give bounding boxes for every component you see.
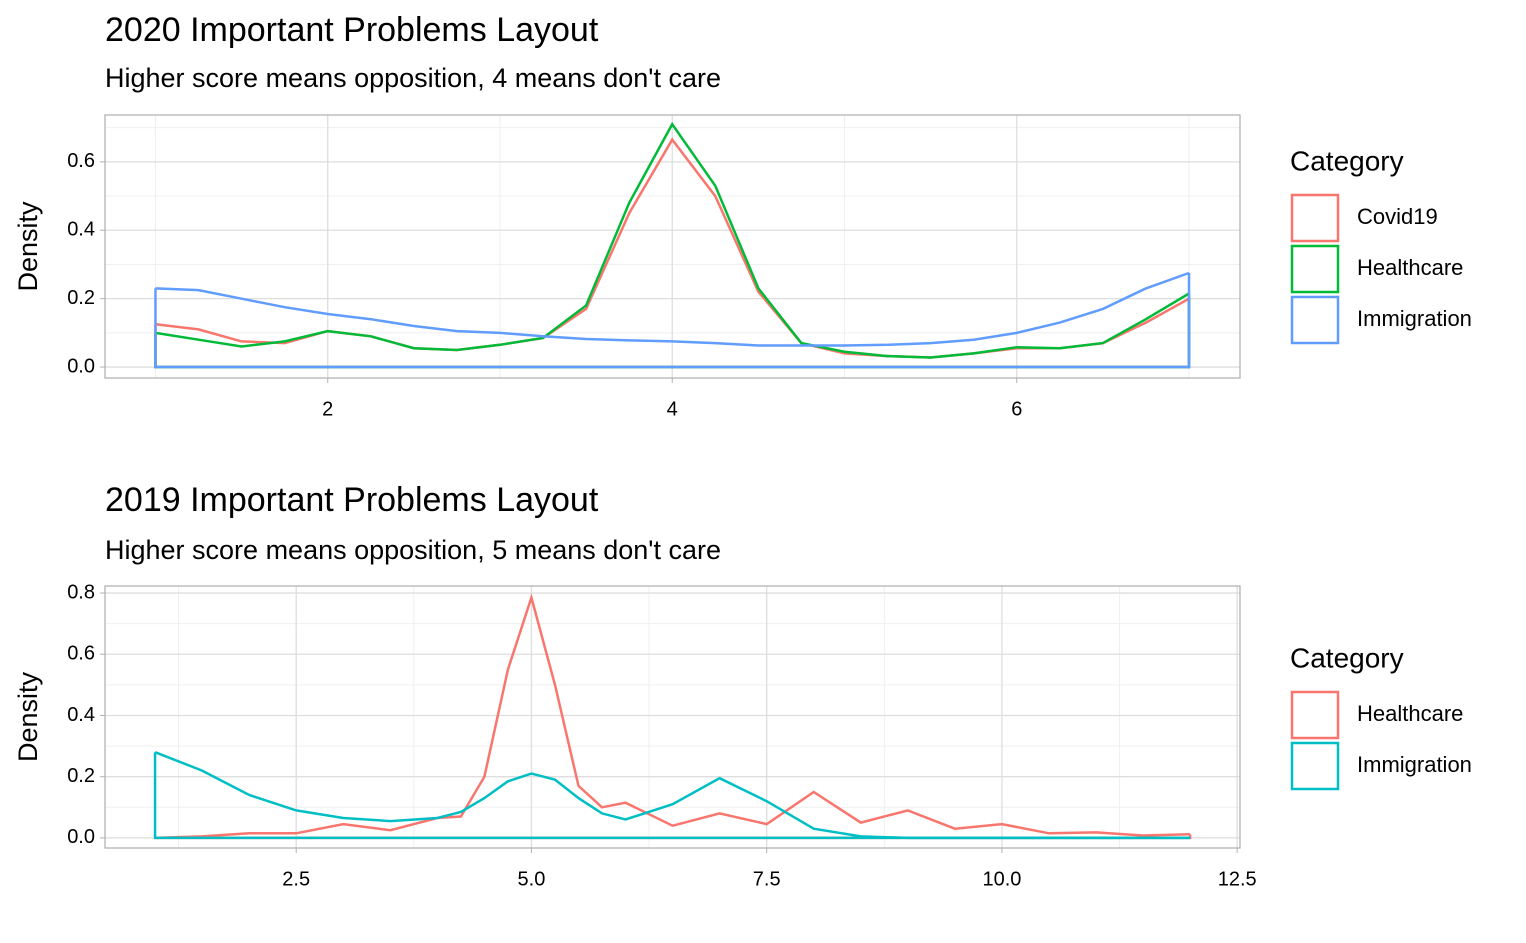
density-baseline: [154, 273, 1191, 369]
legend-key: [1290, 690, 1340, 740]
chart-subtitle: Higher score means opposition, 5 means d…: [105, 535, 721, 565]
y-tick-label: 0.8: [67, 581, 95, 603]
panel-border: [104, 114, 1241, 379]
density-line: [154, 751, 1191, 840]
y-tick-label: 0.4: [67, 704, 95, 726]
legend-label: Immigration: [1357, 752, 1472, 777]
legend-key: [1290, 244, 1340, 294]
y-tick-label: 0.2: [67, 765, 95, 787]
legend-title: Category: [1290, 145, 1404, 176]
legend-label: Healthcare: [1357, 701, 1463, 726]
y-tick-label: 0.6: [67, 643, 95, 665]
y-tick-label: 0.4: [67, 219, 95, 241]
panel-border: [104, 585, 1241, 849]
density-baseline: [153, 752, 1191, 840]
x-tick-label: 7.5: [753, 868, 781, 890]
x-tick-label: 6: [1011, 398, 1022, 420]
y-tick-label: 0.6: [67, 150, 95, 172]
legend-key: [1290, 741, 1340, 791]
x-tick-label: 10.0: [982, 868, 1021, 890]
x-tick-label: 5.0: [518, 868, 546, 890]
y-tick-label: 0.0: [67, 355, 95, 377]
density-line: [155, 121, 1190, 359]
y-tick-label: 0.0: [67, 826, 95, 848]
legend-label: Healthcare: [1357, 255, 1463, 280]
legend-key: [1290, 193, 1340, 243]
legend-key: [1290, 295, 1340, 345]
y-axis-label: Density: [13, 201, 43, 292]
chart-subtitle: Higher score means opposition, 4 means d…: [105, 63, 721, 93]
y-axis-label: Density: [13, 671, 43, 762]
legend-title: Category: [1290, 642, 1404, 673]
y-tick-label: 0.2: [67, 287, 95, 309]
chart-title: 2020 Important Problems Layout: [105, 11, 599, 49]
x-tick-label: 2.5: [282, 868, 310, 890]
density-line: [155, 271, 1190, 347]
chart-title: 2019 Important Problems Layout: [105, 481, 599, 519]
x-tick-label: 4: [667, 398, 678, 420]
legend-label: Covid19: [1357, 204, 1438, 229]
legend-label: Immigration: [1357, 306, 1472, 331]
x-tick-label: 2: [322, 398, 333, 420]
density-line: [155, 593, 1191, 840]
x-tick-label: 12.5: [1218, 868, 1257, 890]
